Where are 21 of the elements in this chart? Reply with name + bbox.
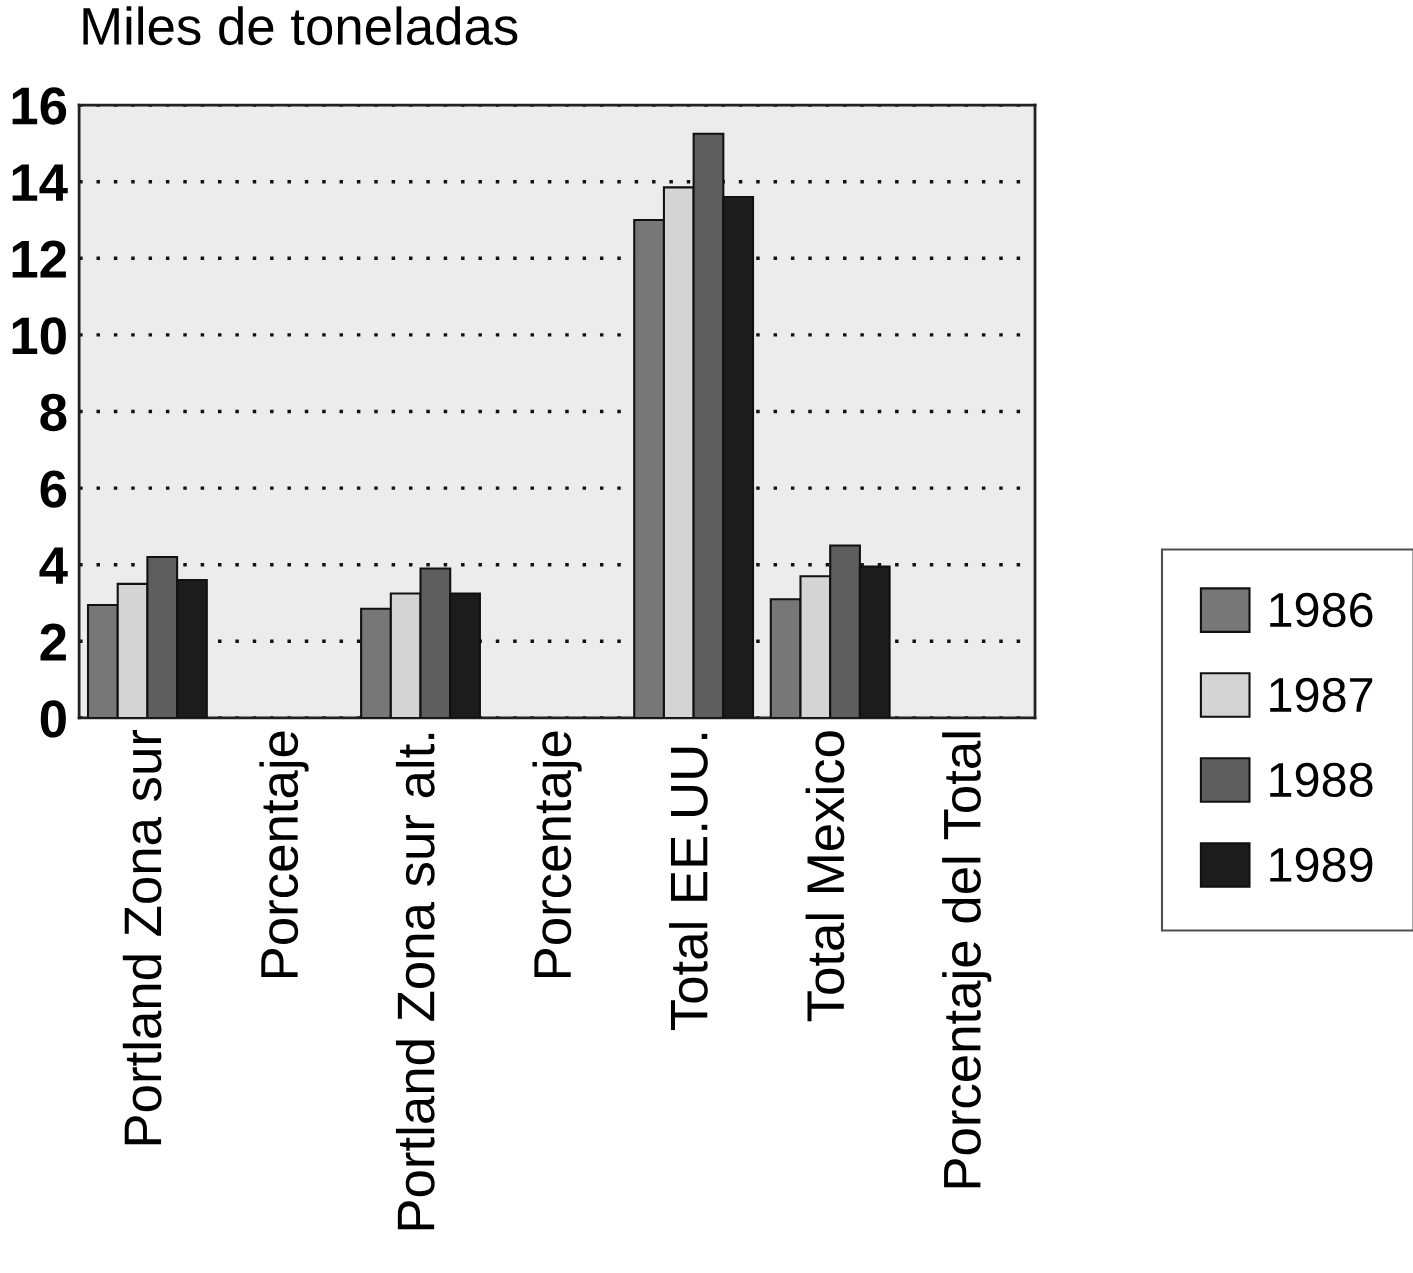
- y-tick-label: 16: [12, 87, 67, 125]
- y-tick-label: 8: [40, 393, 67, 432]
- y-tick-label: 6: [40, 470, 67, 508]
- legend-label: 1987: [1270, 677, 1373, 713]
- y-tick-label: 14: [12, 164, 68, 201]
- y-tick-label: 0: [40, 700, 66, 738]
- x-tick-label: Total EE.UU.: [669, 733, 708, 1030]
- y-tick-label: 12: [12, 240, 66, 278]
- y-tick-label: 10: [12, 317, 66, 355]
- y-tick-label: 4: [39, 547, 68, 584]
- legend-label: 1986: [1270, 592, 1373, 628]
- legend-label: 1988: [1270, 762, 1373, 798]
- x-tick-label: Portland Zona sur alt.: [395, 733, 435, 1230]
- x-tick-label: Total Mexico: [805, 731, 845, 1022]
- x-tick-label: Porcentaje: [532, 731, 582, 978]
- y-tick-label: 2: [40, 623, 66, 661]
- x-tick-label: Porcentaje del Total: [942, 732, 992, 1188]
- x-tick-label: Portland Zona sur: [122, 729, 162, 1145]
- x-tick-label: Porcentaje: [259, 731, 309, 978]
- legend-label: 1989: [1270, 847, 1373, 883]
- y-axis-title: Miles de toneladas: [83, 6, 518, 46]
